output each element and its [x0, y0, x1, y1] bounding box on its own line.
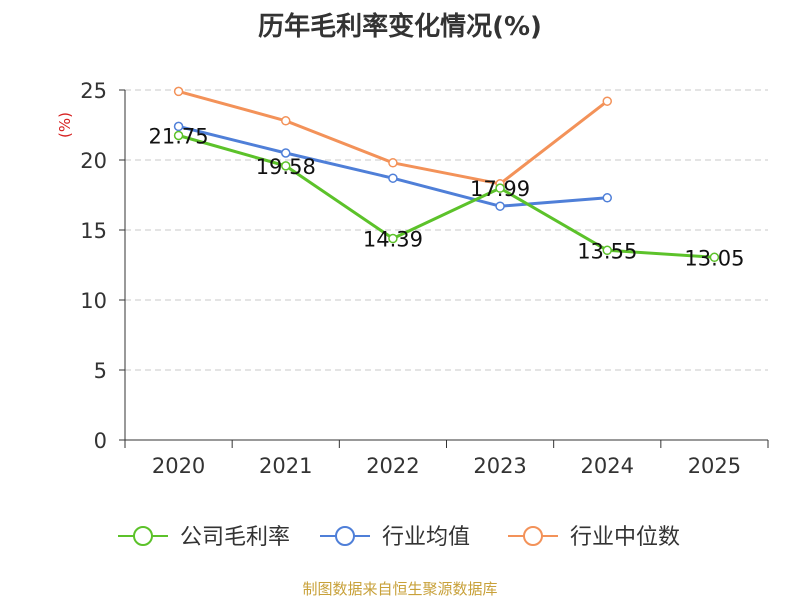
legend-marker — [523, 526, 543, 546]
x-tick-label: 2025 — [688, 454, 741, 478]
series-line — [178, 134, 715, 259]
data-label: 13.05 — [684, 246, 744, 270]
data-label: 17.99 — [470, 177, 530, 201]
x-tick-label: 2023 — [473, 454, 526, 478]
data-point — [281, 161, 291, 171]
data-point — [602, 193, 612, 203]
data-point — [173, 86, 184, 97]
x-tick-label: 2021 — [259, 454, 312, 478]
x-tick-label: 2024 — [581, 454, 634, 478]
data-point — [388, 158, 398, 168]
y-tick-label: 20 — [80, 149, 107, 173]
source-note: 制图数据来自恒生聚源数据库 — [302, 580, 498, 598]
data-point — [281, 116, 291, 126]
data-point — [602, 245, 612, 256]
y-axis-label: (%) — [56, 112, 74, 138]
data-point — [388, 233, 398, 244]
chart-title: 历年毛利率变化情况(%) — [258, 12, 542, 42]
data-label: 21.75 — [149, 125, 209, 149]
data-label: 14.39 — [363, 228, 423, 252]
data-label-layer: 21.75 19.58 14.39 17.99 13.55 13.05 — [149, 125, 745, 271]
y-tick-label: 10 — [80, 289, 107, 313]
grid-layer — [125, 89, 768, 371]
data-point — [388, 173, 398, 183]
legend-marker — [335, 526, 355, 546]
legend-label: 行业均值 — [382, 525, 470, 550]
data-point — [602, 96, 612, 106]
data-label: 19.58 — [256, 155, 316, 179]
legend-label: 公司毛利率 — [180, 525, 290, 550]
data-point — [173, 121, 184, 132]
data-point — [495, 183, 505, 193]
y-tick-label: 15 — [80, 219, 107, 243]
x-tick-label: 2022 — [366, 454, 419, 478]
data-label: 13.55 — [577, 239, 637, 263]
x-tick-label: 2020 — [152, 454, 205, 478]
series-layer — [173, 86, 720, 263]
data-point — [281, 148, 291, 158]
legend-marker — [133, 526, 153, 546]
data-point — [709, 252, 720, 263]
y-tick-label: 0 — [94, 429, 107, 453]
legend: 公司毛利率 行业均值 行业中位数 — [118, 525, 680, 550]
data-point — [173, 130, 184, 141]
data-point — [495, 201, 505, 211]
legend-label: 行业中位数 — [570, 525, 680, 550]
y-tick-label: 25 — [80, 79, 107, 103]
y-tick-label: 5 — [94, 359, 107, 383]
series-line — [178, 89, 609, 186]
